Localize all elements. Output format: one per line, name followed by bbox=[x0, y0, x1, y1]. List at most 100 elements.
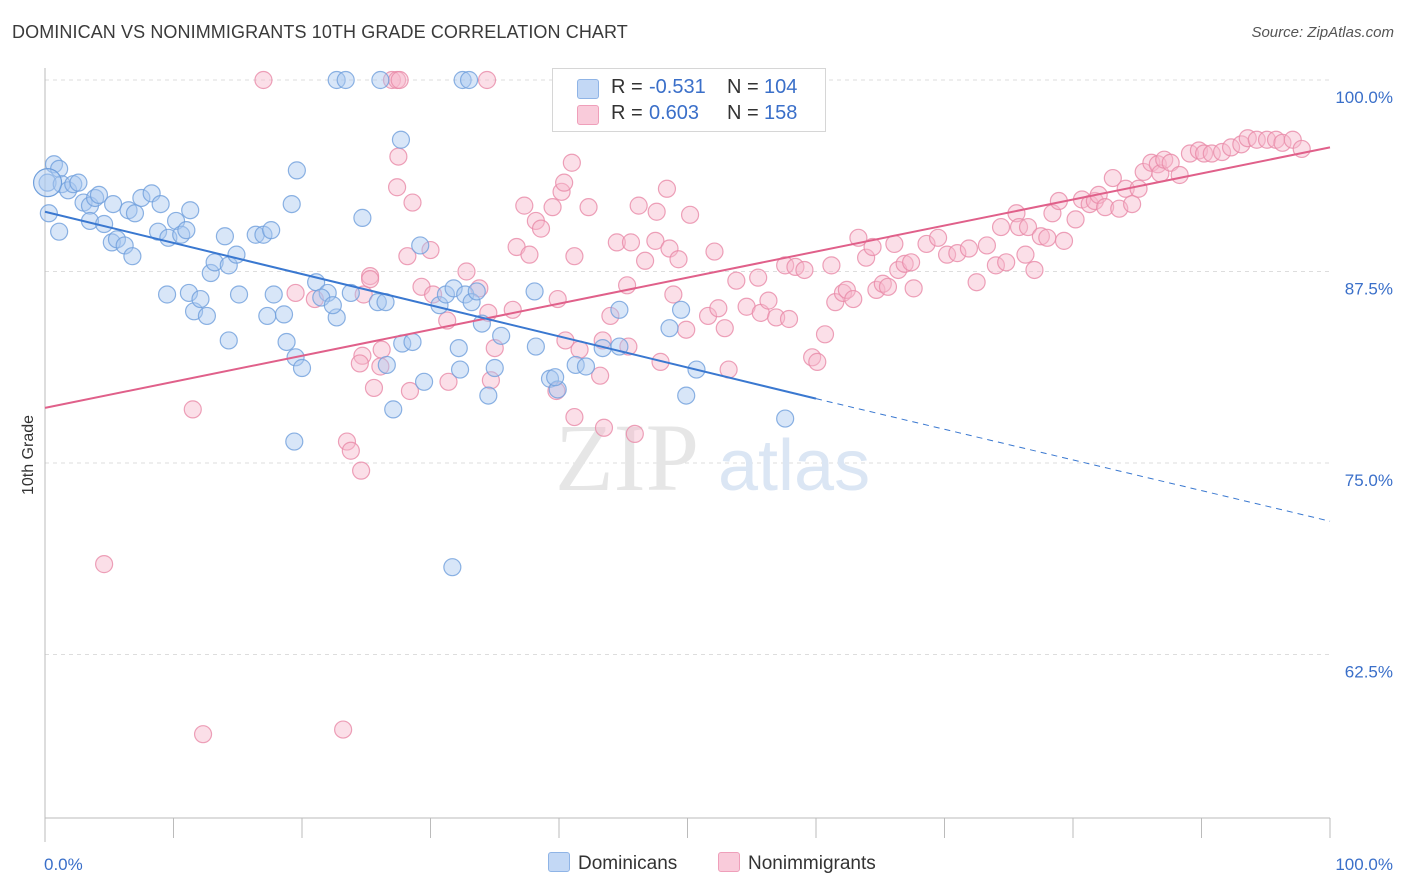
nonimmigrants-point bbox=[601, 306, 620, 326]
nonimmigrants-point bbox=[826, 293, 845, 312]
nonimmigrants-point bbox=[749, 268, 768, 287]
dominicans-point bbox=[353, 208, 372, 227]
nonimmigrants-point bbox=[607, 233, 626, 252]
dominicans-points bbox=[32, 70, 795, 577]
dominicans-point bbox=[411, 236, 430, 255]
tick-labels: 62.5% 75.0% 87.5% 100.0% 0.0% 100.0% bbox=[44, 88, 1393, 874]
nonimmigrants-point bbox=[1221, 138, 1241, 157]
dominicans-point bbox=[229, 285, 249, 304]
nonimmigrants-point bbox=[341, 441, 360, 460]
dominicans-point bbox=[576, 357, 596, 376]
dominicans-point bbox=[274, 305, 294, 324]
legend-r-label: R = bbox=[611, 102, 643, 124]
dominicans-point bbox=[177, 221, 196, 240]
nonimmigrants-point bbox=[895, 254, 914, 273]
dominicans-point bbox=[485, 358, 504, 378]
nonimmigrants-point bbox=[520, 245, 539, 264]
nonimmigrants-point bbox=[959, 239, 979, 258]
nonimmigrants-point bbox=[885, 234, 904, 254]
dominicans-point bbox=[32, 168, 63, 198]
nonimmigrants-point bbox=[997, 253, 1016, 272]
dominicans-point bbox=[453, 70, 472, 90]
nonimmigrants-trend-line bbox=[44, 146, 1331, 409]
x-tick-label: 0.0% bbox=[44, 855, 83, 874]
y-tick-label: 87.5% bbox=[1345, 280, 1393, 299]
nonimmigrants-point bbox=[593, 331, 612, 350]
nonimmigrants-point bbox=[625, 424, 644, 443]
dominicans-point bbox=[166, 211, 186, 231]
nonimmigrants-point bbox=[705, 242, 724, 261]
nonimmigrants-point bbox=[503, 300, 522, 319]
trend-lines bbox=[44, 146, 1331, 522]
dominicans-point bbox=[179, 283, 199, 303]
legend-n-value: 158 bbox=[764, 102, 798, 124]
dominicans-point bbox=[776, 409, 795, 428]
nonimmigrants-point bbox=[991, 217, 1011, 237]
nonimmigrants-point bbox=[857, 248, 876, 267]
dominicans-point bbox=[104, 194, 123, 214]
watermark-atlas: atlas bbox=[718, 426, 870, 506]
nonimmigrants-point bbox=[967, 273, 986, 292]
nonimmigrants-point bbox=[193, 725, 213, 744]
nonimmigrants-point bbox=[928, 228, 948, 247]
nonimmigrants-point bbox=[808, 352, 827, 371]
legend-r-value: 0.603 bbox=[649, 102, 700, 124]
dominicans-point bbox=[371, 70, 390, 90]
dominicans-point bbox=[610, 300, 629, 319]
nonimmigrants-point bbox=[677, 320, 696, 339]
nonimmigrants-point bbox=[1273, 133, 1292, 152]
dominicans-point bbox=[262, 221, 281, 240]
nonimmigrants-point bbox=[591, 366, 610, 385]
dominicans-point bbox=[660, 319, 679, 338]
nonimmigrants-point bbox=[387, 178, 407, 197]
legend-swatch-nonimmigrants bbox=[577, 105, 599, 125]
dominicans-point bbox=[157, 285, 177, 304]
nonimmigrants-point bbox=[390, 70, 409, 90]
dominicans-point bbox=[125, 204, 145, 223]
nonimmigrants-point bbox=[350, 354, 369, 373]
nonimmigrants-point bbox=[1129, 179, 1148, 198]
nonimmigrants-point bbox=[565, 247, 584, 266]
nonimmigrants-point bbox=[1018, 217, 1038, 237]
nonimmigrants-point bbox=[1247, 130, 1266, 149]
nonimmigrants-point bbox=[398, 247, 417, 266]
bottom-legend-label-dominicans: Dominicans bbox=[578, 853, 678, 874]
nonimmigrants-point bbox=[254, 70, 273, 90]
nonimmigrants-point bbox=[579, 198, 598, 217]
nonimmigrants-point bbox=[337, 432, 357, 451]
nonimmigrants-point bbox=[183, 400, 202, 419]
dominicans-point bbox=[258, 306, 277, 326]
y-tick-label: 100.0% bbox=[1335, 88, 1393, 107]
nonimmigrants-point bbox=[531, 219, 551, 238]
dominicans-point bbox=[181, 201, 200, 220]
dominicans-point bbox=[546, 368, 565, 387]
nonimmigrants-point bbox=[421, 240, 440, 260]
dominicans-trend-extension bbox=[815, 398, 1331, 522]
chart-source: Source: ZipAtlas.com bbox=[1251, 24, 1394, 41]
nonimmigrants-point bbox=[95, 555, 114, 574]
dominicans-point bbox=[336, 70, 355, 90]
nonimmigrants-point bbox=[815, 325, 835, 344]
nonimmigrants-point bbox=[873, 274, 892, 293]
dominicans-point bbox=[677, 386, 696, 405]
nonimmigrants-point bbox=[680, 205, 700, 224]
y-tick-label: 75.0% bbox=[1345, 471, 1393, 490]
bottom-legend-nonimmigrants: Nonimmigrants bbox=[718, 852, 876, 875]
dominicans-point bbox=[526, 337, 545, 356]
bottom-legend-label-nonimmigrants: Nonimmigrants bbox=[748, 853, 876, 874]
dominicans-point bbox=[292, 358, 312, 378]
nonimmigrants-point bbox=[403, 193, 422, 212]
nonimmigrants-point bbox=[372, 340, 391, 359]
nonimmigrants-point bbox=[1123, 194, 1142, 214]
nonimmigrants-point bbox=[635, 251, 655, 270]
nonimmigrants-point bbox=[647, 202, 666, 221]
dominicans-point bbox=[215, 227, 234, 246]
dominicans-point bbox=[201, 263, 220, 283]
dominicans-point bbox=[123, 247, 142, 266]
dominicans-point bbox=[341, 283, 360, 303]
dominicans-point bbox=[264, 285, 283, 304]
nonimmigrants-point bbox=[904, 279, 923, 298]
nonimmigrants-point bbox=[664, 285, 683, 304]
nonimmigrants-point bbox=[795, 260, 814, 280]
